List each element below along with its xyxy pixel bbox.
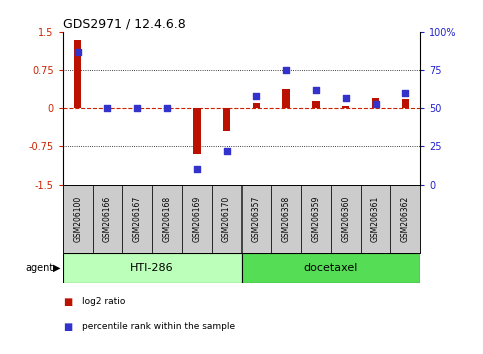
Text: docetaxel: docetaxel xyxy=(304,263,358,273)
Bar xyxy=(74,40,82,108)
Point xyxy=(104,105,112,111)
Bar xyxy=(253,103,260,108)
Bar xyxy=(390,185,420,253)
Text: GSM206361: GSM206361 xyxy=(371,195,380,242)
Point xyxy=(193,167,201,172)
Point xyxy=(282,67,290,73)
Text: ▶: ▶ xyxy=(53,263,60,273)
Bar xyxy=(242,185,271,253)
Bar xyxy=(283,89,290,108)
Text: GSM206170: GSM206170 xyxy=(222,195,231,242)
Text: GSM206100: GSM206100 xyxy=(73,195,82,242)
Bar xyxy=(122,185,152,253)
Bar xyxy=(223,108,230,131)
Point xyxy=(74,49,82,55)
Bar xyxy=(193,108,200,154)
Text: percentile rank within the sample: percentile rank within the sample xyxy=(82,322,235,331)
Bar xyxy=(182,185,212,253)
Text: GSM206359: GSM206359 xyxy=(312,195,320,242)
Text: GSM206360: GSM206360 xyxy=(341,195,350,242)
Bar xyxy=(271,185,301,253)
Point xyxy=(312,87,320,93)
Text: GSM206167: GSM206167 xyxy=(133,195,142,242)
Text: HTI-286: HTI-286 xyxy=(130,263,174,273)
Bar xyxy=(63,185,93,253)
Bar xyxy=(401,99,409,108)
Bar xyxy=(301,185,331,253)
Bar xyxy=(63,253,242,282)
Point xyxy=(133,105,141,111)
Point xyxy=(372,101,380,107)
Text: GSM206357: GSM206357 xyxy=(252,195,261,242)
Text: log2 ratio: log2 ratio xyxy=(82,297,126,306)
Text: GSM206168: GSM206168 xyxy=(163,196,171,242)
Text: GSM206166: GSM206166 xyxy=(103,195,112,242)
Text: GSM206169: GSM206169 xyxy=(192,195,201,242)
Point xyxy=(253,93,260,99)
Point xyxy=(223,148,230,154)
Text: agent: agent xyxy=(25,263,53,273)
Bar xyxy=(361,185,390,253)
Text: GSM206362: GSM206362 xyxy=(401,195,410,242)
Text: GDS2971 / 12.4.6.8: GDS2971 / 12.4.6.8 xyxy=(63,18,185,31)
Bar xyxy=(152,185,182,253)
Point xyxy=(401,90,409,96)
Bar xyxy=(242,253,420,282)
Bar xyxy=(342,106,350,108)
Text: GSM206358: GSM206358 xyxy=(282,195,291,242)
Bar xyxy=(93,185,122,253)
Point xyxy=(163,105,171,111)
Bar xyxy=(212,185,242,253)
Bar xyxy=(331,185,361,253)
Bar xyxy=(372,98,379,108)
Text: ■: ■ xyxy=(63,297,72,307)
Text: ■: ■ xyxy=(63,322,72,332)
Point xyxy=(342,95,350,101)
Bar xyxy=(312,101,320,108)
